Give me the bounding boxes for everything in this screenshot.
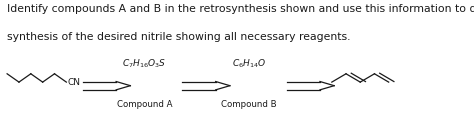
Text: Compound B: Compound B [221, 100, 277, 109]
Text: Compound A: Compound A [117, 100, 173, 109]
Text: $C_7H_{16}O_3S$: $C_7H_{16}O_3S$ [122, 57, 167, 70]
Text: CN: CN [68, 78, 81, 87]
Text: synthesis of the desired nitrile showing all necessary reagents.: synthesis of the desired nitrile showing… [7, 32, 351, 42]
Text: Identify compounds A and B in the retrosynthesis shown and use this information : Identify compounds A and B in the retros… [7, 4, 474, 14]
Text: $C_6H_{14}O$: $C_6H_{14}O$ [232, 57, 266, 70]
